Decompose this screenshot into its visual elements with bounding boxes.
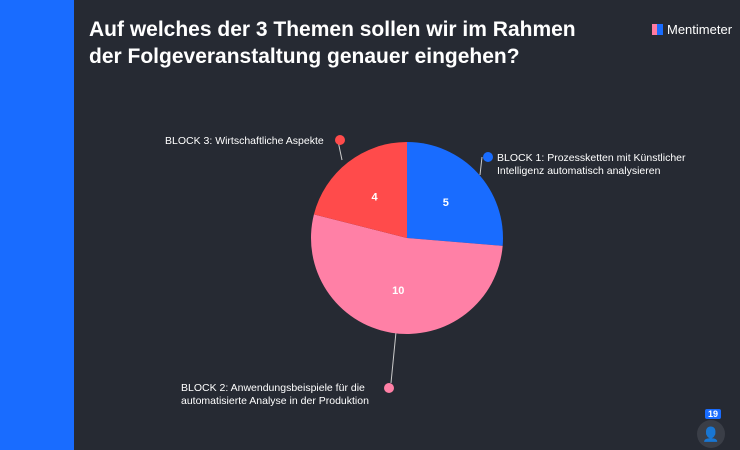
participants-button[interactable]: 👤: [697, 420, 725, 448]
legend-dot-block3: [335, 135, 345, 145]
slice-value-label: 10: [392, 285, 404, 297]
user-icon: 👤: [702, 425, 720, 442]
leader-line: [479, 156, 483, 176]
participant-count-badge: 19: [705, 409, 722, 419]
question-title: Auf welches der 3 Themen sollen wir im R…: [89, 18, 576, 68]
pie-slice: [311, 214, 503, 334]
legend-dot-block1: [483, 152, 493, 162]
legend-label-block3: BLOCK 3: Wirtschaftliche Aspekte: [165, 135, 324, 147]
mentimeter-logo: Mentimeter: [652, 22, 732, 37]
brand-name: Mentimeter: [667, 22, 733, 37]
slice-value-label: 5: [443, 197, 449, 209]
sidebar-accent: [0, 0, 74, 450]
legend-label-block2: BLOCK 2: Anwendungsbeispiele für die aut…: [181, 382, 369, 407]
leader-line: [390, 331, 397, 384]
mentimeter-logo-icon: [652, 24, 663, 35]
slice-value-label: 4: [372, 191, 379, 203]
pie-slice: [407, 142, 503, 246]
pie-slice: [313, 142, 407, 238]
legend-label-block1: BLOCK 1: Prozessketten mit Künstlicher I…: [497, 152, 686, 177]
legend-dot-block2: [384, 383, 394, 393]
